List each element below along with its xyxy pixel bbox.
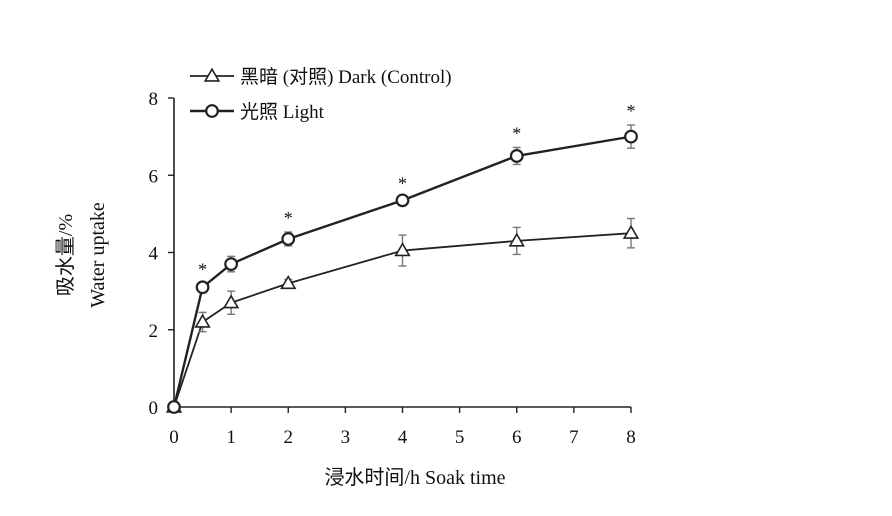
significance-star: * (627, 101, 636, 121)
y-tick-label: 4 (149, 244, 159, 265)
y-axis-title-en: Water uptake (87, 202, 109, 308)
legend-label: 黑暗 (对照) Dark (Control) (240, 66, 452, 88)
triangle-marker (222, 294, 240, 309)
circle-marker (281, 232, 296, 246)
triangle-marker (280, 275, 297, 290)
legend-label: 光照 Light (240, 101, 325, 123)
significance-star: * (284, 208, 293, 228)
significance-marks: * * * * * (198, 101, 635, 279)
triangle-marker (203, 67, 221, 82)
series-light (167, 124, 638, 414)
significance-star: * (512, 123, 521, 143)
triangle-marker (622, 224, 640, 239)
circle-marker (195, 280, 210, 295)
x-axis-title: 浸水时间/h Soak time (324, 466, 505, 489)
x-tick-label: 7 (569, 427, 579, 448)
x-tick-label: 4 (398, 427, 408, 448)
legend-item: 光照 Light (190, 101, 325, 123)
triangle-marker (508, 232, 525, 247)
circle-marker (624, 129, 638, 144)
triangle-marker (194, 313, 211, 328)
series-layer: * * * * * (165, 101, 640, 414)
circle-marker (205, 104, 219, 118)
circle-marker (509, 149, 524, 163)
y-tick-label: 6 (149, 166, 159, 187)
x-tick-label: 5 (455, 427, 465, 448)
legend-item: 黑暗 (对照) Dark (Control) (190, 66, 452, 88)
circle-marker (395, 193, 410, 208)
circle-marker (224, 257, 239, 271)
axes: 0 2 4 6 8 0 1 2 3 4 5 6 7 8 (149, 89, 636, 448)
y-axis-title-cn: 吸水量/% (54, 214, 77, 296)
significance-star: * (198, 259, 207, 279)
significance-star: * (398, 173, 407, 193)
x-tick-label: 2 (284, 427, 294, 448)
x-tick-label: 3 (341, 427, 351, 448)
circle-marker (167, 400, 181, 414)
y-tick-label: 0 (149, 398, 159, 419)
x-tick-label: 6 (512, 427, 522, 448)
x-tick-label: 1 (226, 427, 236, 448)
series-dark (165, 217, 640, 413)
y-tick-label: 2 (149, 321, 159, 342)
triangle-marker (394, 242, 411, 257)
x-tick-label: 8 (626, 427, 636, 448)
y-tick-label: 8 (149, 89, 159, 110)
legend: 黑暗 (对照) Dark (Control) 光照 Light (190, 66, 452, 123)
x-tick-label: 0 (169, 427, 179, 448)
